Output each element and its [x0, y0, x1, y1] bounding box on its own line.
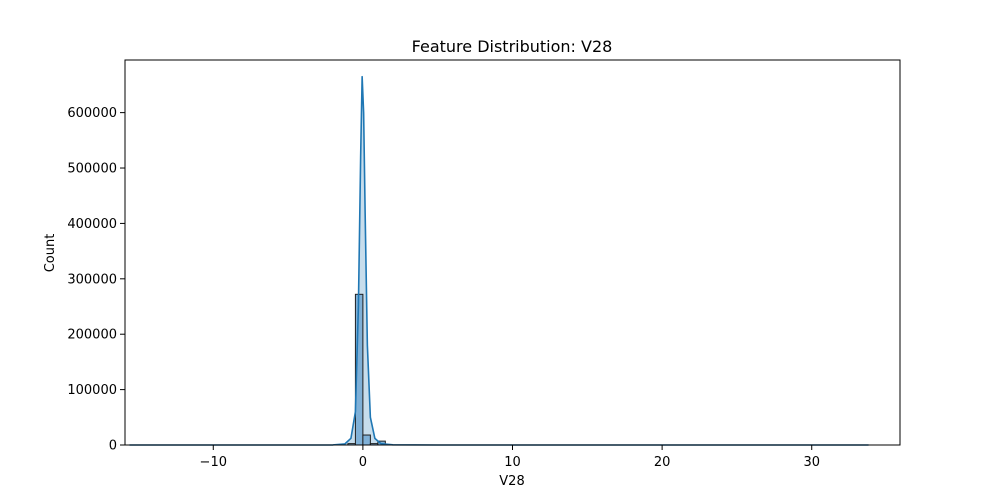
histogram-bar	[362, 434, 371, 446]
x-axis-label: V28	[499, 474, 524, 489]
kde-fill	[129, 76, 869, 446]
x-tick-label: 10	[504, 455, 521, 470]
chart-title: Feature Distribution: V28	[412, 37, 613, 56]
y-tick-label: 0	[109, 439, 117, 454]
x-tick-label: 0	[359, 455, 367, 470]
y-axis-ticks: 0 100000 200000 300000 400000 500000 600000	[67, 106, 125, 454]
y-tick-label: 200000	[67, 328, 117, 343]
plot-area	[129, 75, 869, 446]
y-tick-label: 400000	[67, 217, 117, 232]
x-tick-label: 20	[654, 455, 671, 470]
plot-frame	[124, 59, 901, 446]
kde-line	[129, 75, 869, 446]
y-tick-label: 100000	[67, 383, 117, 398]
y-axis-label: Count	[43, 234, 58, 273]
y-tick-label: 500000	[67, 162, 117, 177]
x-axis-ticks: −10 0 10 20 30	[200, 445, 820, 470]
y-tick-label: 300000	[67, 272, 117, 287]
x-tick-label: −10	[200, 455, 227, 470]
x-tick-label: 30	[803, 455, 820, 470]
y-tick-label: 600000	[67, 106, 117, 121]
